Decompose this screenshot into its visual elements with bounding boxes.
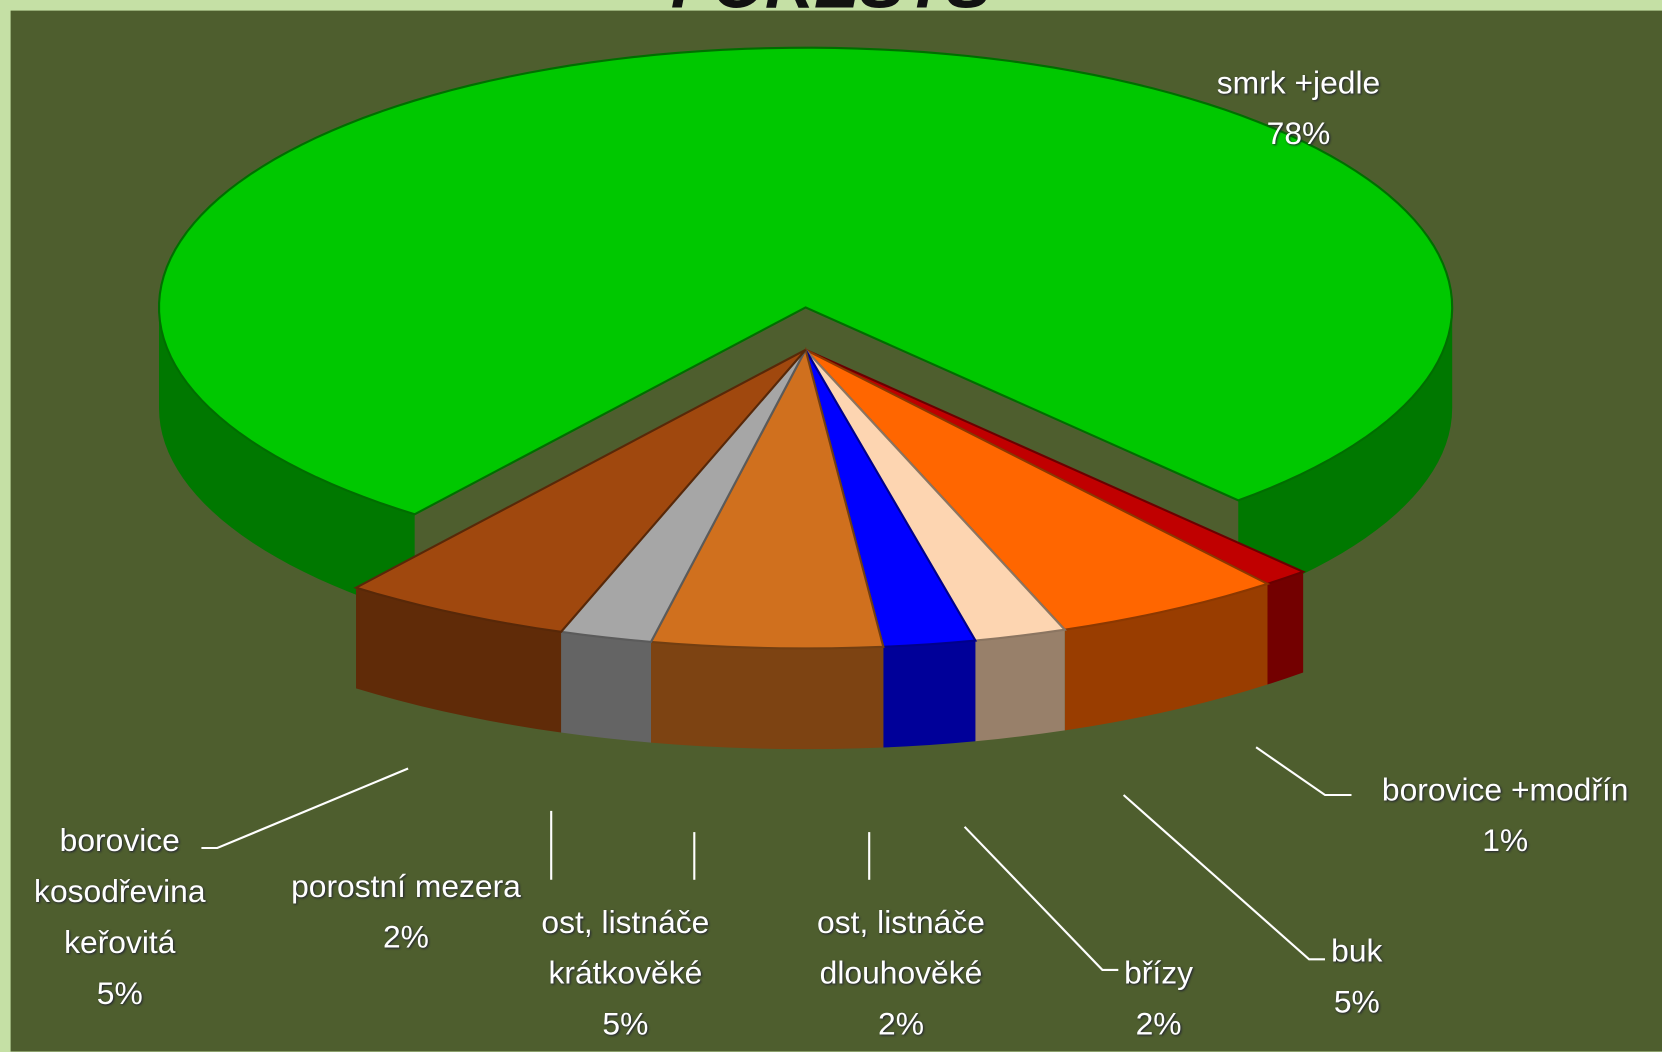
leader-line bbox=[201, 767, 409, 850]
slice-side bbox=[561, 631, 651, 743]
data-label-name: borovice kosodřevina keřovitá bbox=[34, 823, 206, 961]
data-label-name: ost, listnáče krátkověké bbox=[541, 905, 710, 992]
slice bbox=[804, 348, 1271, 631]
data-label-value: 2% bbox=[878, 1006, 924, 1042]
slice-side bbox=[975, 629, 1065, 742]
slice-side bbox=[1267, 571, 1304, 685]
data-label-value: 2% bbox=[382, 920, 429, 956]
slice-side bbox=[883, 640, 976, 748]
data-label-name: ost, listnáče dlouhověké bbox=[817, 905, 985, 992]
leader-line bbox=[1255, 746, 1352, 797]
slice-side bbox=[650, 641, 884, 750]
data-label-value: 5% bbox=[1333, 984, 1380, 1020]
slice bbox=[649, 346, 885, 650]
data-label-value: 78% bbox=[1266, 116, 1331, 152]
slice-side bbox=[1064, 583, 1268, 731]
data-label-name: buk bbox=[1331, 933, 1383, 969]
data-label-value: 1% bbox=[1482, 823, 1529, 859]
slice-side bbox=[1238, 307, 1453, 602]
data-label-name: porostní mezera bbox=[291, 869, 521, 905]
data-label-value: 5% bbox=[96, 976, 143, 1012]
data-label-name: smrk +jedle bbox=[1216, 65, 1381, 101]
data-label-value: 2% bbox=[1135, 1006, 1182, 1042]
chart-title: FORESTS bbox=[671, 0, 991, 23]
slice bbox=[158, 46, 1454, 516]
slice-side bbox=[158, 307, 415, 615]
data-label-name: borovice +modřín bbox=[1381, 772, 1629, 808]
leader-line bbox=[1122, 794, 1325, 961]
data-label-value: 5% bbox=[602, 1006, 649, 1042]
leader-line bbox=[963, 826, 1119, 971]
slice bbox=[353, 348, 807, 633]
data-label-name: břízy bbox=[1124, 956, 1194, 992]
